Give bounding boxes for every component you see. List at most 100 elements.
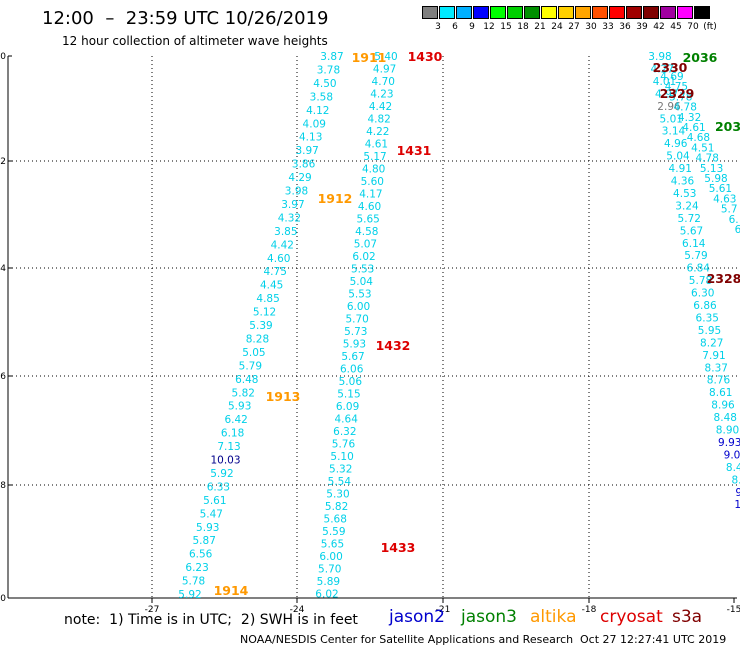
lon-tick-label: -24 [290,605,305,615]
swh-value: 5.82 [232,387,255,399]
swh-value: 4.32 [278,212,301,224]
swh-value: 3.98 [285,186,308,198]
color-scale-swatch [473,6,489,19]
swh-value: 9.0 [724,449,740,461]
note-text: note: 1) Time is in UTC; 2) SWH is in fe… [64,612,358,628]
swh-value: 5.60 [361,176,384,188]
color-scale-swatch [643,6,659,19]
swh-value: 8.4 [726,462,740,474]
swh-value: 5.70 [318,564,341,576]
swh-value: 8.96 [711,400,735,412]
swh-value: 5.67 [341,351,364,363]
color-scale-label: 12 [483,22,495,32]
swh-value: 5.93 [196,522,219,534]
swh-value: 5.05 [242,347,265,359]
lat-tick-label: -34 [0,264,6,274]
pass-time-label: 1914 [214,583,249,598]
color-scale-label: 6 [452,22,458,32]
swh-value: 5.78 [669,91,692,103]
swh-value: 6.02 [352,251,375,263]
swh-value: 5.7 [721,204,738,216]
legend-item-cryosat: cryosat [600,607,663,627]
swh-value: 6.48 [235,374,258,386]
swh-value: 5.79 [239,360,262,372]
pass-time-label: 1912 [318,191,353,206]
swh-value: 4.96 [664,138,688,150]
lat-tick-label: -32 [0,157,6,167]
swh-value: 7.91 [702,350,725,362]
swh-value: 4.58 [355,226,378,238]
swh-value: 3.97 [295,145,318,157]
swh-value: 6.86 [693,300,717,312]
swh-value: 5.78 [182,576,205,588]
color-scale-swatch [490,6,506,19]
pass-time-label: 203 [715,119,740,134]
swh-value: 4.32 [678,112,701,124]
swh-value: 5.59 [322,526,345,538]
swh-value: 3.85 [274,226,297,238]
swh-value: 5.10 [330,451,353,463]
swh-value: 4.17 [359,189,382,201]
swh-value: 5.67 [680,225,703,237]
swh-value: 4.64 [335,414,359,426]
swh-value: 5.61 [709,183,732,195]
swh-value: 5.87 [193,535,216,547]
swh-value: 5.93 [343,339,366,351]
color-scale-swatch [677,6,693,19]
swh-value: 4.29 [288,172,311,184]
swh-value: 4.63 [713,193,736,205]
swh-value: 8.61 [709,387,732,399]
swh-value: 8.90 [716,425,739,437]
swh-value: 5.32 [329,464,352,476]
swh-value: 6.56 [189,549,213,561]
swh-value: 4.13 [299,132,322,144]
swh-value: 5.65 [321,539,344,551]
swh-value: 5.17 [363,151,386,163]
color-scale-label: 39 [636,22,648,32]
color-scale-label: 42 [653,22,665,32]
swh-value: 4.61 [365,139,388,151]
swh-value: 8.76 [707,375,731,387]
swh-value: 9.93 [718,437,740,449]
swh-value: 5.15 [337,389,360,401]
swh-value: 4.42 [369,101,392,113]
swh-value: 6.30 [691,288,714,300]
pass-time-label: 1432 [376,338,411,353]
color-scale-label: 27 [568,22,580,32]
swh-value: 4.69 [660,71,683,83]
swh-value: 5.79 [684,250,707,262]
color-scale-label: 24 [551,22,563,32]
pass-time-label: 1430 [408,49,443,64]
swh-value: 6.42 [224,414,247,426]
swh-value: 4.78 [696,153,719,165]
swh-value: 2.96 [657,101,681,113]
swh-value: 4.97 [655,88,678,100]
swh-value: 14 [734,499,740,511]
swh-value: 10.03 [210,455,240,467]
swh-value: 5.53 [351,264,374,276]
swh-value: 5.65 [356,214,379,226]
swh-value: 5.92 [210,468,233,480]
color-scale-label: (ft) [703,22,717,32]
swh-value: 4.53 [673,188,696,200]
pass-time-label: 2329 [660,86,695,101]
color-scale-swatch [609,6,625,19]
footer-timestamp: Oct 27 12:27:41 UTC 2019 [580,633,727,646]
color-scale-swatch [524,6,540,19]
legend-item-jason3: jason3 [461,607,517,627]
swh-value: 6. [729,214,739,226]
lat-tick-label: -38 [0,481,6,491]
axis-ticks: -27 -24 -21 -18 -15 -30 -32 -34 -36 -38 -40 [0,52,740,615]
color-scale-swatch [541,6,557,19]
swh-value: 5.70 [345,314,368,326]
swh-value: 5.73 [344,326,367,338]
swh-value: 5.72 [678,213,701,225]
color-scale-swatch [507,6,523,19]
swh-value: 6.33 [207,481,230,493]
swh-value: 4.12 [306,105,329,117]
swh-value: 5.12 [253,307,276,319]
swh-value: 5.53 [348,289,371,301]
color-scale-swatch [660,6,676,19]
swh-value: 4.09 [303,118,326,130]
